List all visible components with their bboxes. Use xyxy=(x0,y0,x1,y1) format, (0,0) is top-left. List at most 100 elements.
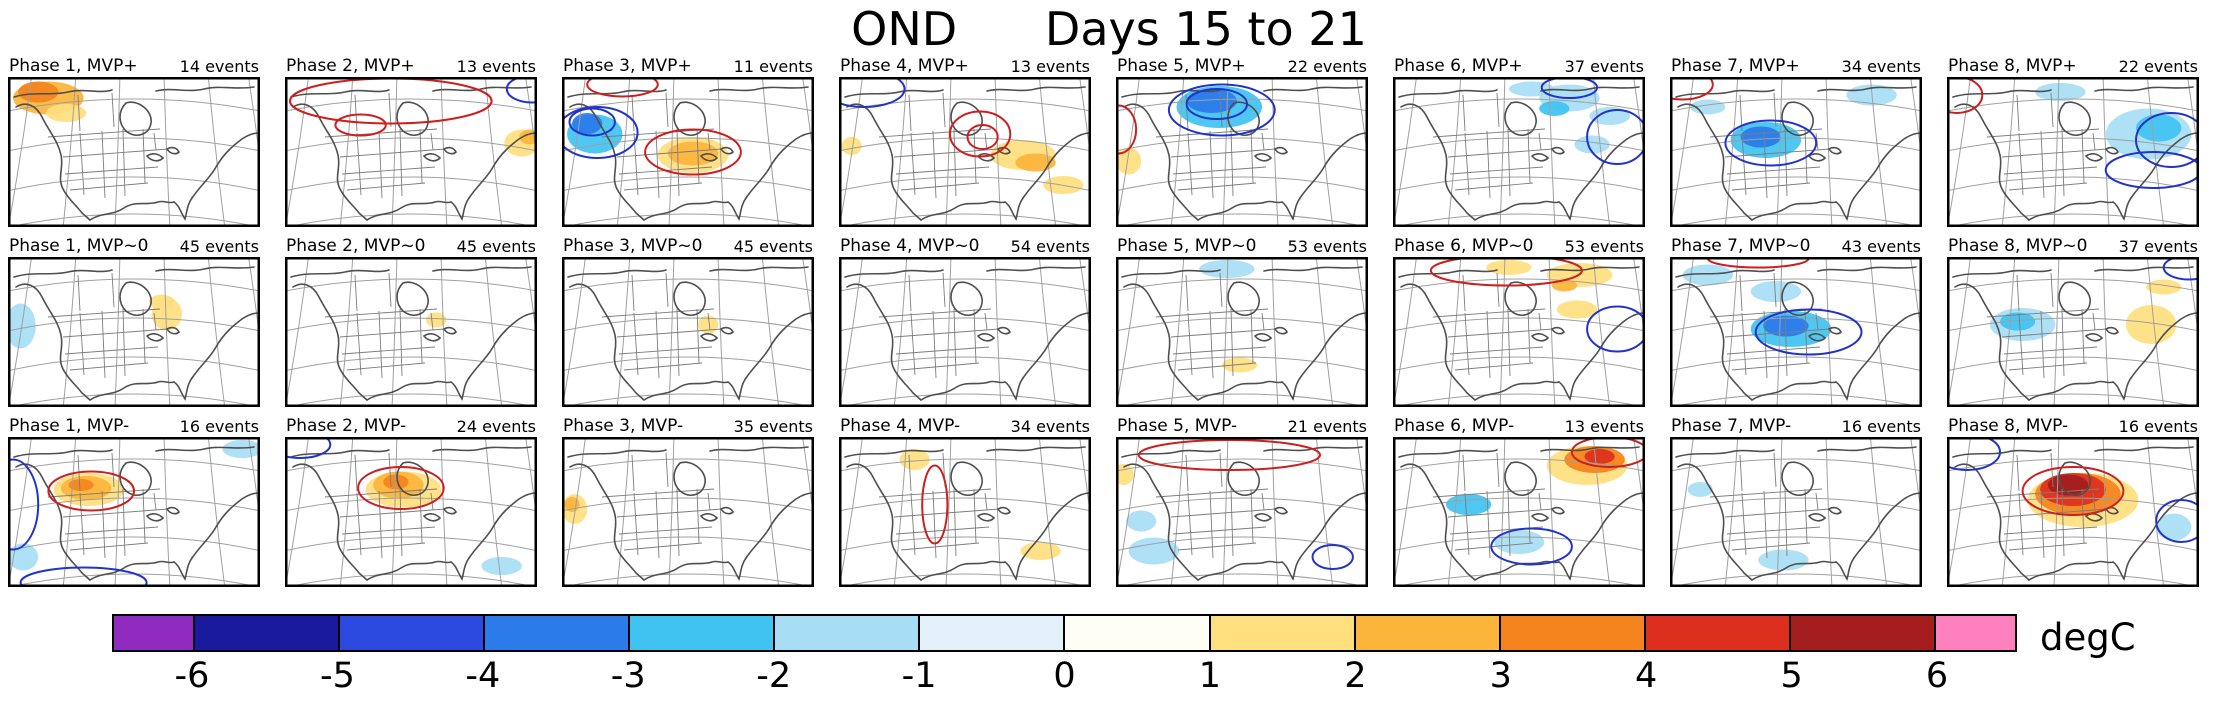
map-panel: Phase 5, MVP- 21 events xyxy=(1116,416,1368,587)
panel-header: Phase 3, MVP~0 45 events xyxy=(562,236,814,257)
map-panel: Phase 4, MVP~0 54 events xyxy=(839,236,1091,407)
map-canvas xyxy=(1670,77,1922,227)
map-panel: Phase 1, MVP- 16 events xyxy=(8,416,260,587)
panel-phase-label: Phase 8, MVP~0 xyxy=(1948,236,2088,256)
map-panel: Phase 7, MVP+ 34 events xyxy=(1670,56,1922,227)
colorbar-tick-label: 5 xyxy=(1780,656,1803,696)
panel-events-label: 14 events xyxy=(179,57,259,76)
panel-events-label: 53 events xyxy=(1564,237,1644,256)
panel-header: Phase 4, MVP+ 13 events xyxy=(839,56,1091,77)
colorbar-segment xyxy=(1498,616,1644,650)
map-panel: Phase 1, MVP~0 45 events xyxy=(8,236,260,407)
panel-events-label: 22 events xyxy=(2118,57,2198,76)
panel-phase-label: Phase 5, MVP~0 xyxy=(1117,236,1257,256)
map-panel: Phase 3, MVP- 35 events xyxy=(562,416,814,587)
panel-phase-label: Phase 7, MVP~0 xyxy=(1671,236,1811,256)
panel-phase-label: Phase 3, MVP~0 xyxy=(563,236,703,256)
panel-events-label: 16 events xyxy=(1841,417,1921,436)
figure-title: OND Days 15 to 21 xyxy=(851,2,1367,56)
map-panel: Phase 2, MVP~0 45 events xyxy=(285,236,537,407)
panel-header: Phase 5, MVP- 21 events xyxy=(1116,416,1368,437)
panel-phase-label: Phase 8, MVP- xyxy=(1948,416,2069,436)
panel-phase-label: Phase 4, MVP+ xyxy=(840,56,969,76)
panel-header: Phase 2, MVP- 24 events xyxy=(285,416,537,437)
map-canvas xyxy=(562,437,814,587)
panel-phase-label: Phase 7, MVP- xyxy=(1671,416,1792,436)
colorbar xyxy=(112,614,2017,652)
colorbar-segment xyxy=(918,616,1064,650)
panel-header: Phase 4, MVP- 34 events xyxy=(839,416,1091,437)
colorbar-tick-label: 6 xyxy=(1925,656,1949,696)
panel-header: Phase 4, MVP~0 54 events xyxy=(839,236,1091,257)
colorbar-tick-label: -1 xyxy=(901,656,937,696)
map-panel: Phase 4, MVP+ 13 events xyxy=(839,56,1091,227)
colorbar-tick-label: -4 xyxy=(465,656,501,696)
panel-events-label: 54 events xyxy=(1010,237,1090,256)
panel-header: Phase 7, MVP+ 34 events xyxy=(1670,56,1922,77)
map-canvas xyxy=(839,257,1091,407)
panel-header: Phase 2, MVP~0 45 events xyxy=(285,236,537,257)
map-canvas xyxy=(839,437,1091,587)
map-panel: Phase 2, MVP+ 13 events xyxy=(285,56,537,227)
panel-phase-label: Phase 5, MVP- xyxy=(1117,416,1238,436)
panel-header: Phase 3, MVP- 35 events xyxy=(562,416,814,437)
colorbar-segment xyxy=(1643,616,1790,650)
panel-grid: Phase 1, MVP+ 14 events Phase 2, MVP+ 13 ev… xyxy=(8,56,2199,587)
map-panel: Phase 6, MVP~0 53 events xyxy=(1393,236,1645,407)
map-canvas xyxy=(8,257,260,407)
panel-phase-label: Phase 6, MVP- xyxy=(1394,416,1515,436)
colorbar-segment xyxy=(337,616,483,650)
panel-events-label: 43 events xyxy=(1841,237,1921,256)
panel-events-label: 35 events xyxy=(733,417,813,436)
panel-events-label: 34 events xyxy=(1841,57,1921,76)
map-canvas xyxy=(1393,77,1645,227)
colorbar-segment xyxy=(1934,616,2015,650)
map-panel: Phase 8, MVP~0 37 events xyxy=(1947,236,2199,407)
panel-header: Phase 3, MVP+ 11 events xyxy=(562,56,814,77)
panel-events-label: 16 events xyxy=(2118,417,2198,436)
map-canvas xyxy=(1393,437,1645,587)
map-canvas xyxy=(285,437,537,587)
map-canvas xyxy=(1116,437,1368,587)
panel-phase-label: Phase 2, MVP+ xyxy=(286,56,415,76)
map-panel: Phase 5, MVP+ 22 events xyxy=(1116,56,1368,227)
panel-phase-label: Phase 6, MVP~0 xyxy=(1394,236,1534,256)
colorbar-tick-label: 0 xyxy=(1053,656,1076,696)
colorbar-tick-label: -5 xyxy=(319,656,355,696)
panel-phase-label: Phase 6, MVP+ xyxy=(1394,56,1523,76)
map-canvas xyxy=(1116,77,1368,227)
panel-events-label: 24 events xyxy=(456,417,536,436)
panel-phase-label: Phase 3, MVP- xyxy=(563,416,684,436)
map-panel: Phase 5, MVP~0 53 events xyxy=(1116,236,1368,407)
colorbar-segment xyxy=(114,616,193,650)
panel-events-label: 53 events xyxy=(1287,237,1367,256)
panel-events-label: 45 events xyxy=(733,237,813,256)
panel-phase-label: Phase 5, MVP+ xyxy=(1117,56,1246,76)
map-panel: Phase 1, MVP+ 14 events xyxy=(8,56,260,227)
map-canvas xyxy=(8,77,260,227)
colorbar-tick-label: -6 xyxy=(174,656,210,696)
map-canvas xyxy=(285,77,537,227)
map-panel: Phase 6, MVP- 13 events xyxy=(1393,416,1645,587)
colorbar-segment xyxy=(773,616,919,650)
panel-events-label: 34 events xyxy=(1010,417,1090,436)
colorbar-segment xyxy=(192,616,338,650)
panel-header: Phase 8, MVP+ 22 events xyxy=(1947,56,2199,77)
colorbar-tick-label: -3 xyxy=(610,656,646,696)
panel-events-label: 13 events xyxy=(1010,57,1090,76)
map-canvas xyxy=(1947,257,2199,407)
panel-events-label: 45 events xyxy=(179,237,259,256)
map-canvas xyxy=(1393,257,1645,407)
panel-phase-label: Phase 4, MVP- xyxy=(840,416,961,436)
panel-events-label: 21 events xyxy=(1287,417,1367,436)
panel-events-label: 13 events xyxy=(456,57,536,76)
panel-phase-label: Phase 2, MVP- xyxy=(286,416,407,436)
map-panel: Phase 2, MVP- 24 events xyxy=(285,416,537,587)
panel-header: Phase 6, MVP- 13 events xyxy=(1393,416,1645,437)
panel-events-label: 37 events xyxy=(2118,237,2198,256)
panel-phase-label: Phase 2, MVP~0 xyxy=(286,236,426,256)
panel-events-label: 11 events xyxy=(733,57,813,76)
colorbar-segment xyxy=(628,616,774,650)
map-canvas xyxy=(1670,257,1922,407)
map-canvas xyxy=(8,437,260,587)
